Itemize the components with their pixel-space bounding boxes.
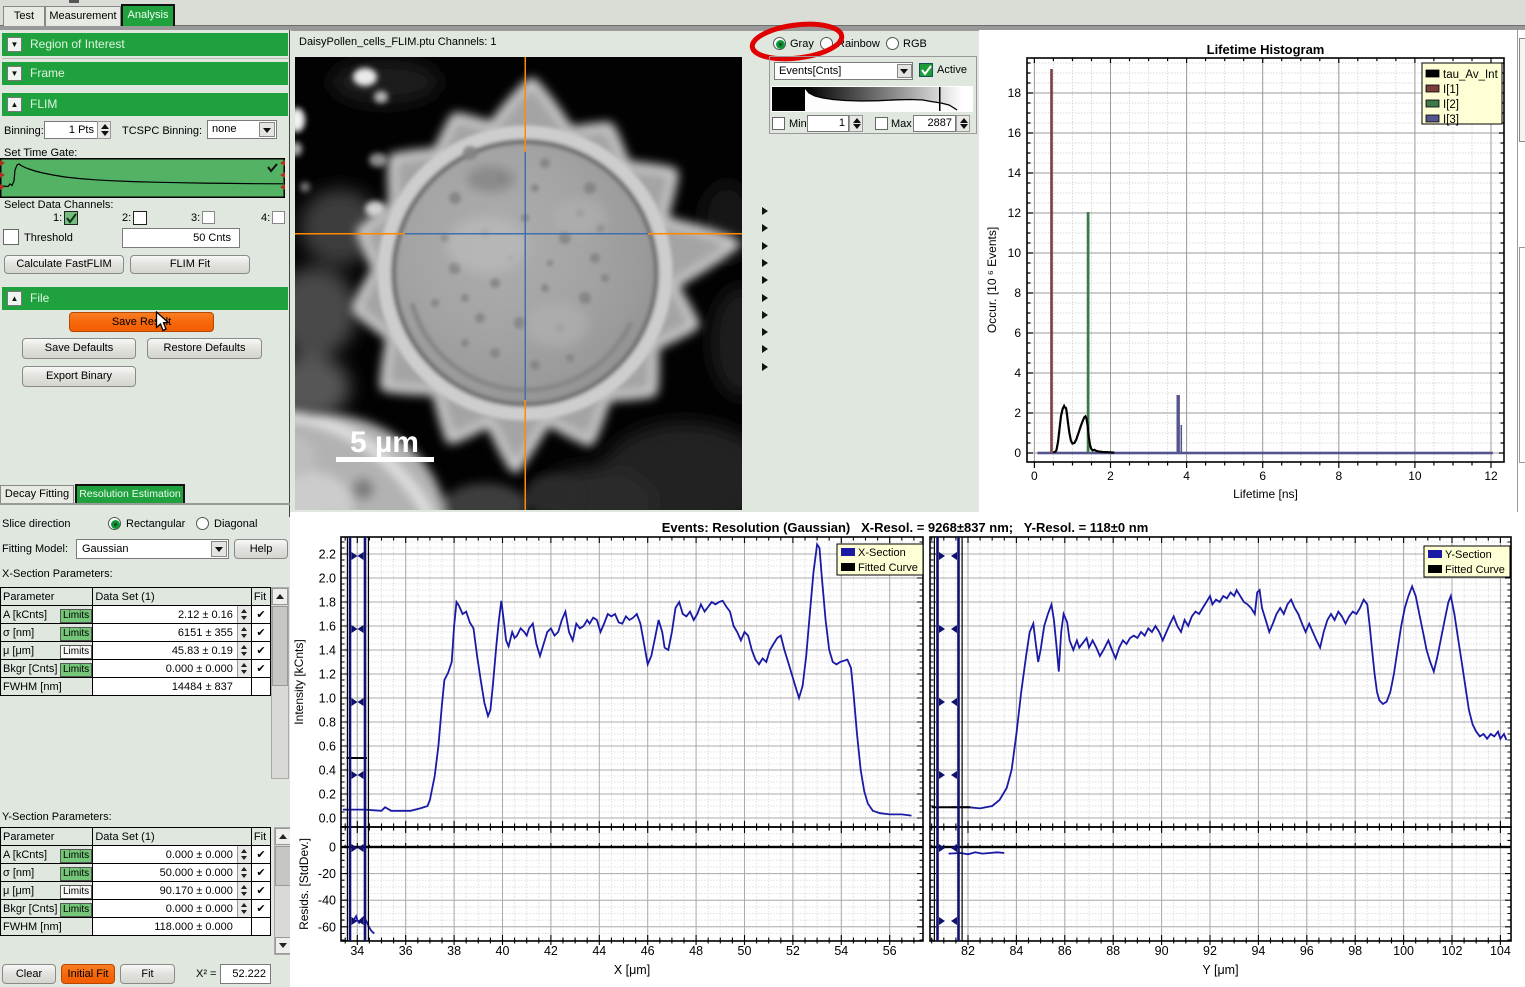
svg-text:10: 10 (1008, 246, 1022, 260)
svg-text:0.0: 0.0 (319, 812, 336, 826)
svg-text:94: 94 (1251, 944, 1265, 958)
svg-text:0.6: 0.6 (319, 740, 336, 754)
svg-text:102: 102 (1442, 944, 1463, 958)
svg-text:14: 14 (1008, 166, 1022, 180)
svg-text:5 µm: 5 µm (350, 426, 419, 459)
svg-text:X [μm]: X [μm] (614, 963, 650, 977)
svg-text:46: 46 (641, 944, 655, 958)
svg-text:100: 100 (1393, 944, 1414, 958)
svg-text:Occur. [10 ⁶ Events]: Occur. [10 ⁶ Events] (985, 227, 999, 333)
svg-text:1.2: 1.2 (319, 668, 336, 682)
svg-text:90: 90 (1155, 944, 1169, 958)
svg-text:56: 56 (883, 944, 897, 958)
svg-text:1.0: 1.0 (319, 692, 336, 706)
svg-text:84: 84 (1009, 944, 1023, 958)
svg-text:2: 2 (1107, 469, 1114, 483)
svg-text:52: 52 (786, 944, 800, 958)
svg-text:54: 54 (834, 944, 848, 958)
svg-text:Y [μm]: Y [μm] (1202, 963, 1238, 977)
svg-text:0: 0 (329, 841, 336, 855)
svg-text:82: 82 (961, 944, 975, 958)
svg-text:1.4: 1.4 (319, 644, 336, 658)
svg-text:6: 6 (1014, 326, 1021, 340)
svg-text:I[3]: I[3] (1443, 114, 1459, 126)
svg-text:1.8: 1.8 (319, 596, 336, 610)
svg-text:0.4: 0.4 (319, 764, 336, 778)
svg-text:Resids. [StdDev.]: Resids. [StdDev.] (297, 838, 311, 930)
svg-text:-20: -20 (318, 867, 336, 881)
svg-text:X-Section: X-Section (858, 547, 906, 559)
svg-text:8: 8 (1335, 469, 1342, 483)
svg-text:12: 12 (1484, 469, 1498, 483)
svg-text:Events: Resolution (Gaussian): Events: Resolution (Gaussian) X-Resol. =… (662, 520, 1149, 535)
svg-text:4: 4 (1183, 469, 1190, 483)
svg-text:18: 18 (1008, 86, 1022, 100)
svg-text:96: 96 (1300, 944, 1314, 958)
svg-text:1.6: 1.6 (319, 620, 336, 634)
svg-text:Lifetime Histogram: Lifetime Histogram (1207, 42, 1325, 57)
svg-text:0: 0 (1031, 469, 1038, 483)
svg-text:-60: -60 (318, 920, 336, 934)
svg-text:2.0: 2.0 (319, 572, 336, 586)
svg-text:2.2: 2.2 (319, 548, 336, 562)
svg-text:I[1]: I[1] (1443, 84, 1459, 96)
svg-text:2: 2 (1014, 406, 1021, 420)
svg-text:6: 6 (1259, 469, 1266, 483)
svg-text:12: 12 (1008, 206, 1022, 220)
svg-text:4: 4 (1014, 366, 1021, 380)
svg-text:Y-Section: Y-Section (1445, 549, 1492, 561)
svg-text:Fitted Curve: Fitted Curve (1445, 564, 1505, 576)
svg-text:I[2]: I[2] (1443, 99, 1459, 111)
svg-text:tau_Av_Int: tau_Av_Int (1443, 69, 1499, 81)
svg-text:44: 44 (592, 944, 606, 958)
svg-text:42: 42 (544, 944, 558, 958)
svg-text:38: 38 (447, 944, 461, 958)
svg-text:36: 36 (399, 944, 413, 958)
svg-text:88: 88 (1106, 944, 1120, 958)
svg-text:104: 104 (1490, 944, 1511, 958)
svg-text:98: 98 (1348, 944, 1362, 958)
svg-text:34: 34 (350, 944, 364, 958)
svg-text:50: 50 (738, 944, 752, 958)
svg-text:0: 0 (1014, 446, 1021, 460)
svg-text:Intensity [kCnts]: Intensity [kCnts] (292, 639, 306, 724)
svg-text:Lifetime [ns]: Lifetime [ns] (1233, 487, 1298, 501)
svg-text:48: 48 (689, 944, 703, 958)
svg-text:-40: -40 (318, 894, 336, 908)
svg-text:0.8: 0.8 (319, 716, 336, 730)
svg-text:16: 16 (1008, 126, 1022, 140)
svg-text:Fitted Curve: Fitted Curve (858, 562, 918, 574)
svg-text:40: 40 (496, 944, 510, 958)
svg-text:10: 10 (1408, 469, 1422, 483)
svg-text:86: 86 (1058, 944, 1072, 958)
svg-text:8: 8 (1014, 286, 1021, 300)
svg-text:0.2: 0.2 (319, 788, 336, 802)
svg-text:92: 92 (1203, 944, 1217, 958)
